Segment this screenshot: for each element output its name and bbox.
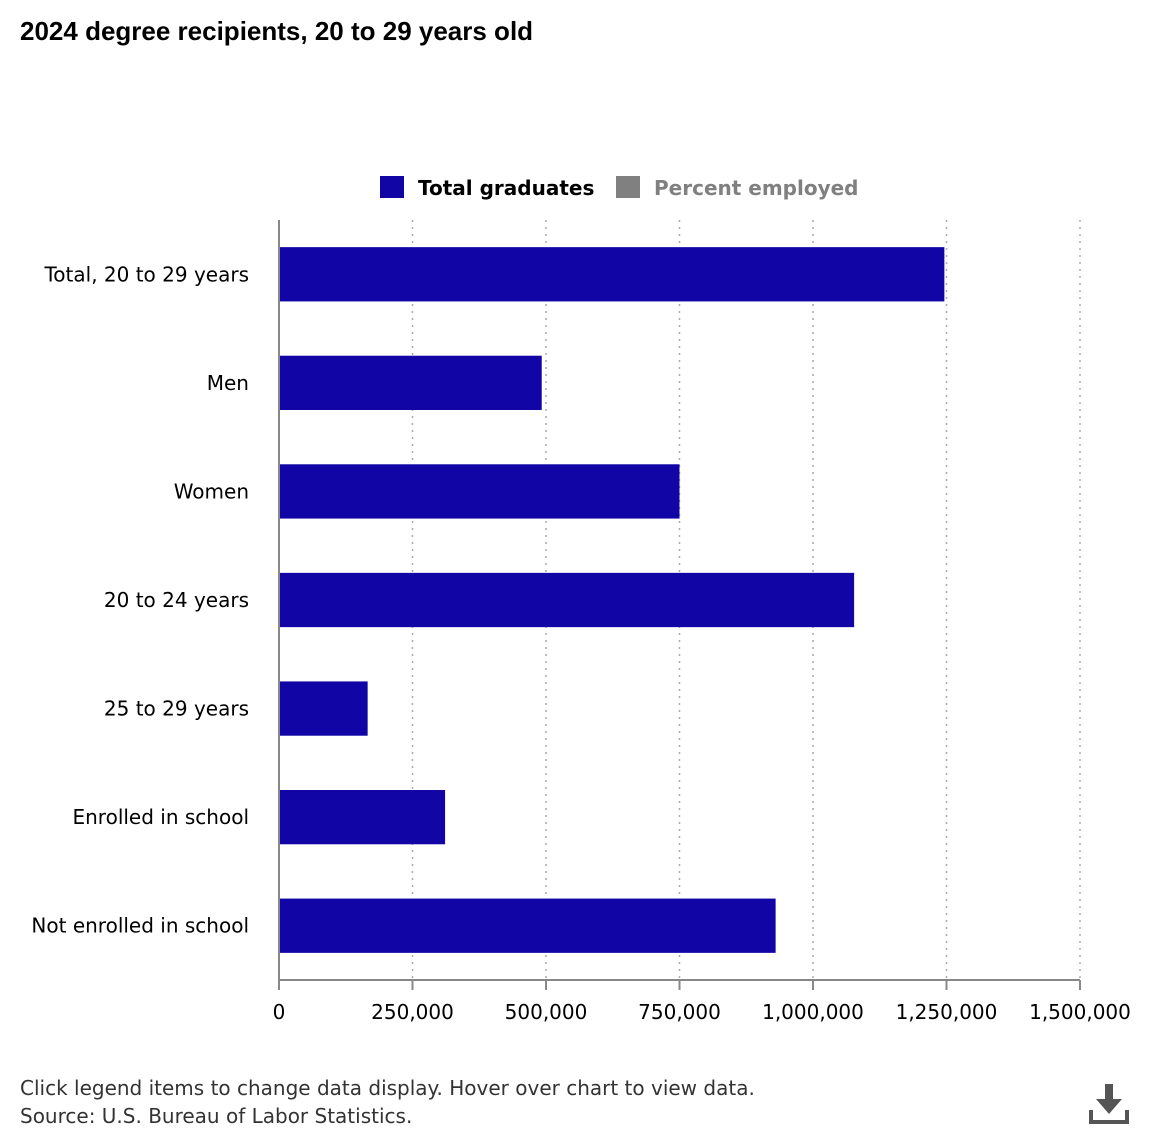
category-label: Total, 20 to 29 years — [43, 262, 249, 286]
bar-chart: Total graduates Percent employed Total, 2… — [31, 176, 1131, 1024]
category-label: Women — [174, 479, 249, 503]
category-labels: Total, 20 to 29 years Men Women 20 to 24 ye… — [31, 262, 249, 937]
bar-not-enrolled-in-school[interactable] — [280, 898, 776, 953]
bar-enrolled-in-school[interactable] — [280, 790, 446, 845]
chart-title: 2024 degree recipients, 20 to 29 years o… — [20, 16, 534, 46]
x-tick-label: 250,000 — [371, 1000, 454, 1024]
footer: Click legend items to change data displa… — [20, 1074, 755, 1130]
x-tick-label: 0 — [273, 1000, 286, 1024]
bar-men[interactable] — [280, 355, 542, 410]
legend: Total graduates Percent employed — [380, 176, 859, 200]
bar-total-20-to-29-years[interactable] — [280, 247, 945, 302]
x-tick-labels: 0 250,000 500,000 750,000 1,000,000 1,250,000… — [273, 1000, 1131, 1024]
legend-item-percent-employed[interactable]: Percent employed — [616, 176, 859, 200]
category-label: Not enrolled in school — [31, 914, 249, 938]
x-tick-label: 500,000 — [505, 1000, 588, 1024]
x-tick-label: 1,250,000 — [896, 1000, 998, 1024]
bar-25-to-29-years[interactable] — [280, 681, 368, 736]
category-label: 25 to 29 years — [104, 697, 249, 721]
legend-label: Total graduates — [418, 176, 594, 200]
category-label: Enrolled in school — [72, 805, 249, 829]
download-icon[interactable] — [1086, 1082, 1132, 1128]
legend-swatch — [616, 176, 640, 198]
bar-20-to-24-years[interactable] — [280, 572, 855, 628]
bar-women[interactable] — [280, 464, 680, 519]
category-label: Men — [207, 371, 249, 395]
x-tick-label: 1,500,000 — [1029, 1000, 1131, 1024]
axes — [278, 220, 1081, 990]
legend-label: Percent employed — [654, 176, 859, 200]
footer-note: Click legend items to change data displa… — [20, 1076, 755, 1100]
legend-item-total-graduates[interactable]: Total graduates — [380, 176, 594, 200]
footer-source: Source: U.S. Bureau of Labor Statistics. — [20, 1104, 413, 1128]
legend-swatch — [380, 176, 404, 198]
category-label: 20 to 24 years — [104, 588, 249, 612]
bars — [280, 247, 945, 953]
x-tick-label: 750,000 — [638, 1000, 721, 1024]
x-tick-label: 1,000,000 — [762, 1000, 864, 1024]
